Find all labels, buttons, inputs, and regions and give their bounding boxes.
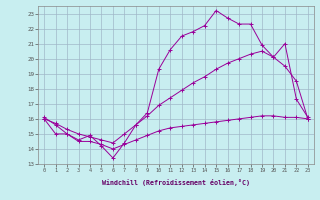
X-axis label: Windchill (Refroidissement éolien,°C): Windchill (Refroidissement éolien,°C)	[102, 179, 250, 186]
